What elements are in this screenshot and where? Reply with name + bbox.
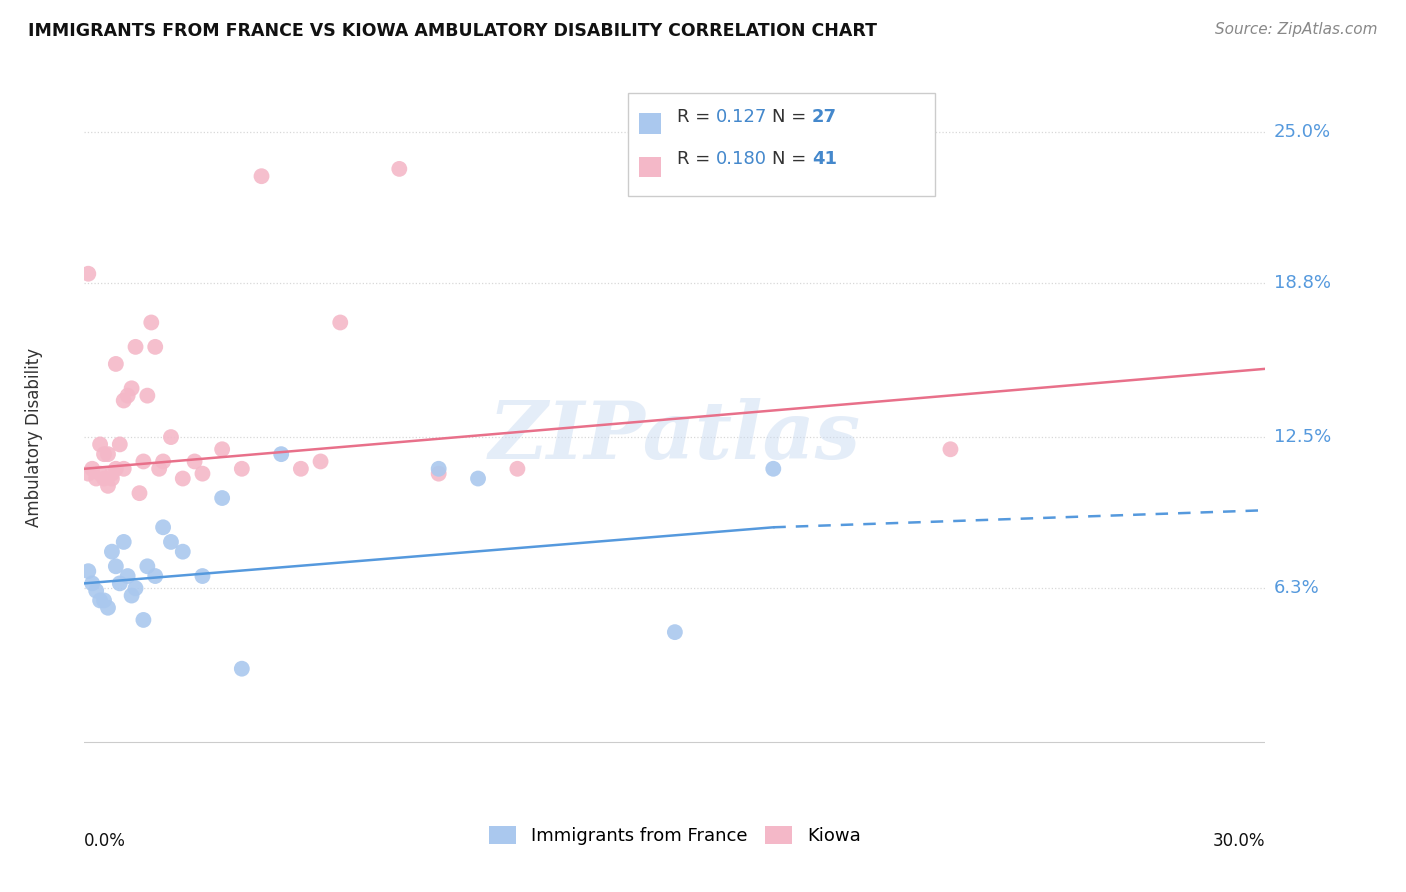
Point (89, 467, 111, 481)
Point (84, 471, 107, 485)
Point (160, 535, 183, 549)
Point (329, 316, 352, 330)
Text: R =: R = (678, 108, 716, 126)
Point (231, 462, 253, 476)
Point (77, 564, 100, 578)
Point (128, 486, 150, 500)
Point (939, 442, 962, 457)
Text: 27: 27 (811, 108, 837, 126)
Point (270, 447, 292, 461)
Point (108, 576, 131, 591)
Point (104, 462, 127, 476)
Point (132, 454, 155, 468)
Point (124, 581, 146, 595)
Point (132, 613, 155, 627)
Point (506, 462, 529, 476)
Point (77, 267, 100, 281)
Text: 12.5%: 12.5% (1274, 428, 1331, 446)
Point (250, 169, 273, 184)
Point (467, 471, 489, 485)
Point (148, 462, 170, 476)
Point (101, 544, 124, 558)
Point (172, 471, 194, 485)
Point (143, 569, 166, 583)
Bar (627, 94, 935, 195)
Bar (640, 157, 661, 178)
Text: 6.3%: 6.3% (1274, 579, 1319, 598)
Point (427, 462, 450, 476)
Point (136, 389, 159, 403)
Text: 30.0%: 30.0% (1213, 832, 1265, 850)
Text: 25.0%: 25.0% (1274, 123, 1331, 141)
Point (290, 462, 312, 476)
Point (117, 389, 139, 403)
Point (160, 430, 183, 444)
Text: 0.127: 0.127 (716, 108, 768, 126)
Point (388, 161, 411, 176)
Point (211, 442, 233, 457)
Text: N =: N = (772, 150, 811, 168)
Point (89, 437, 111, 451)
Point (231, 662, 253, 676)
Point (104, 559, 127, 574)
Bar (640, 112, 661, 134)
Point (183, 454, 205, 468)
Text: 41: 41 (811, 150, 837, 168)
Point (427, 467, 450, 481)
Text: R =: R = (678, 150, 716, 168)
Point (93, 471, 115, 485)
Point (89, 593, 111, 607)
Point (121, 589, 143, 603)
Text: 0.180: 0.180 (716, 150, 768, 168)
Point (108, 437, 131, 451)
Point (191, 569, 214, 583)
Point (84, 583, 107, 598)
Point (101, 467, 124, 481)
Point (82, 462, 104, 476)
Text: Ambulatory Disability: Ambulatory Disability (25, 348, 44, 526)
Text: 0.0%: 0.0% (84, 832, 127, 850)
Point (664, 625, 686, 640)
Point (152, 520, 174, 534)
Text: N =: N = (772, 108, 811, 126)
Point (117, 569, 139, 583)
Point (93, 447, 115, 461)
Point (143, 340, 166, 354)
Point (93, 593, 115, 607)
Point (104, 357, 127, 371)
Point (82, 576, 104, 591)
Text: 18.8%: 18.8% (1274, 275, 1330, 293)
Point (211, 491, 233, 505)
Point (152, 454, 174, 468)
Point (97, 447, 120, 461)
Point (309, 454, 332, 468)
Text: Source: ZipAtlas.com: Source: ZipAtlas.com (1215, 22, 1378, 37)
Text: IMMIGRANTS FROM FRANCE VS KIOWA AMBULATORY DISABILITY CORRELATION CHART: IMMIGRANTS FROM FRANCE VS KIOWA AMBULATO… (28, 22, 877, 40)
Point (172, 544, 194, 558)
Point (77, 467, 100, 481)
Point (762, 462, 785, 476)
Point (112, 393, 135, 408)
Point (97, 479, 120, 493)
Point (97, 600, 120, 615)
Point (112, 535, 135, 549)
Point (101, 471, 124, 485)
Point (124, 340, 146, 354)
Point (121, 381, 143, 395)
Point (136, 559, 159, 574)
Point (191, 467, 214, 481)
Text: ZIPatlas: ZIPatlas (489, 399, 860, 475)
Point (141, 316, 163, 330)
Legend: Immigrants from France, Kiowa: Immigrants from France, Kiowa (482, 819, 868, 852)
Point (112, 462, 135, 476)
